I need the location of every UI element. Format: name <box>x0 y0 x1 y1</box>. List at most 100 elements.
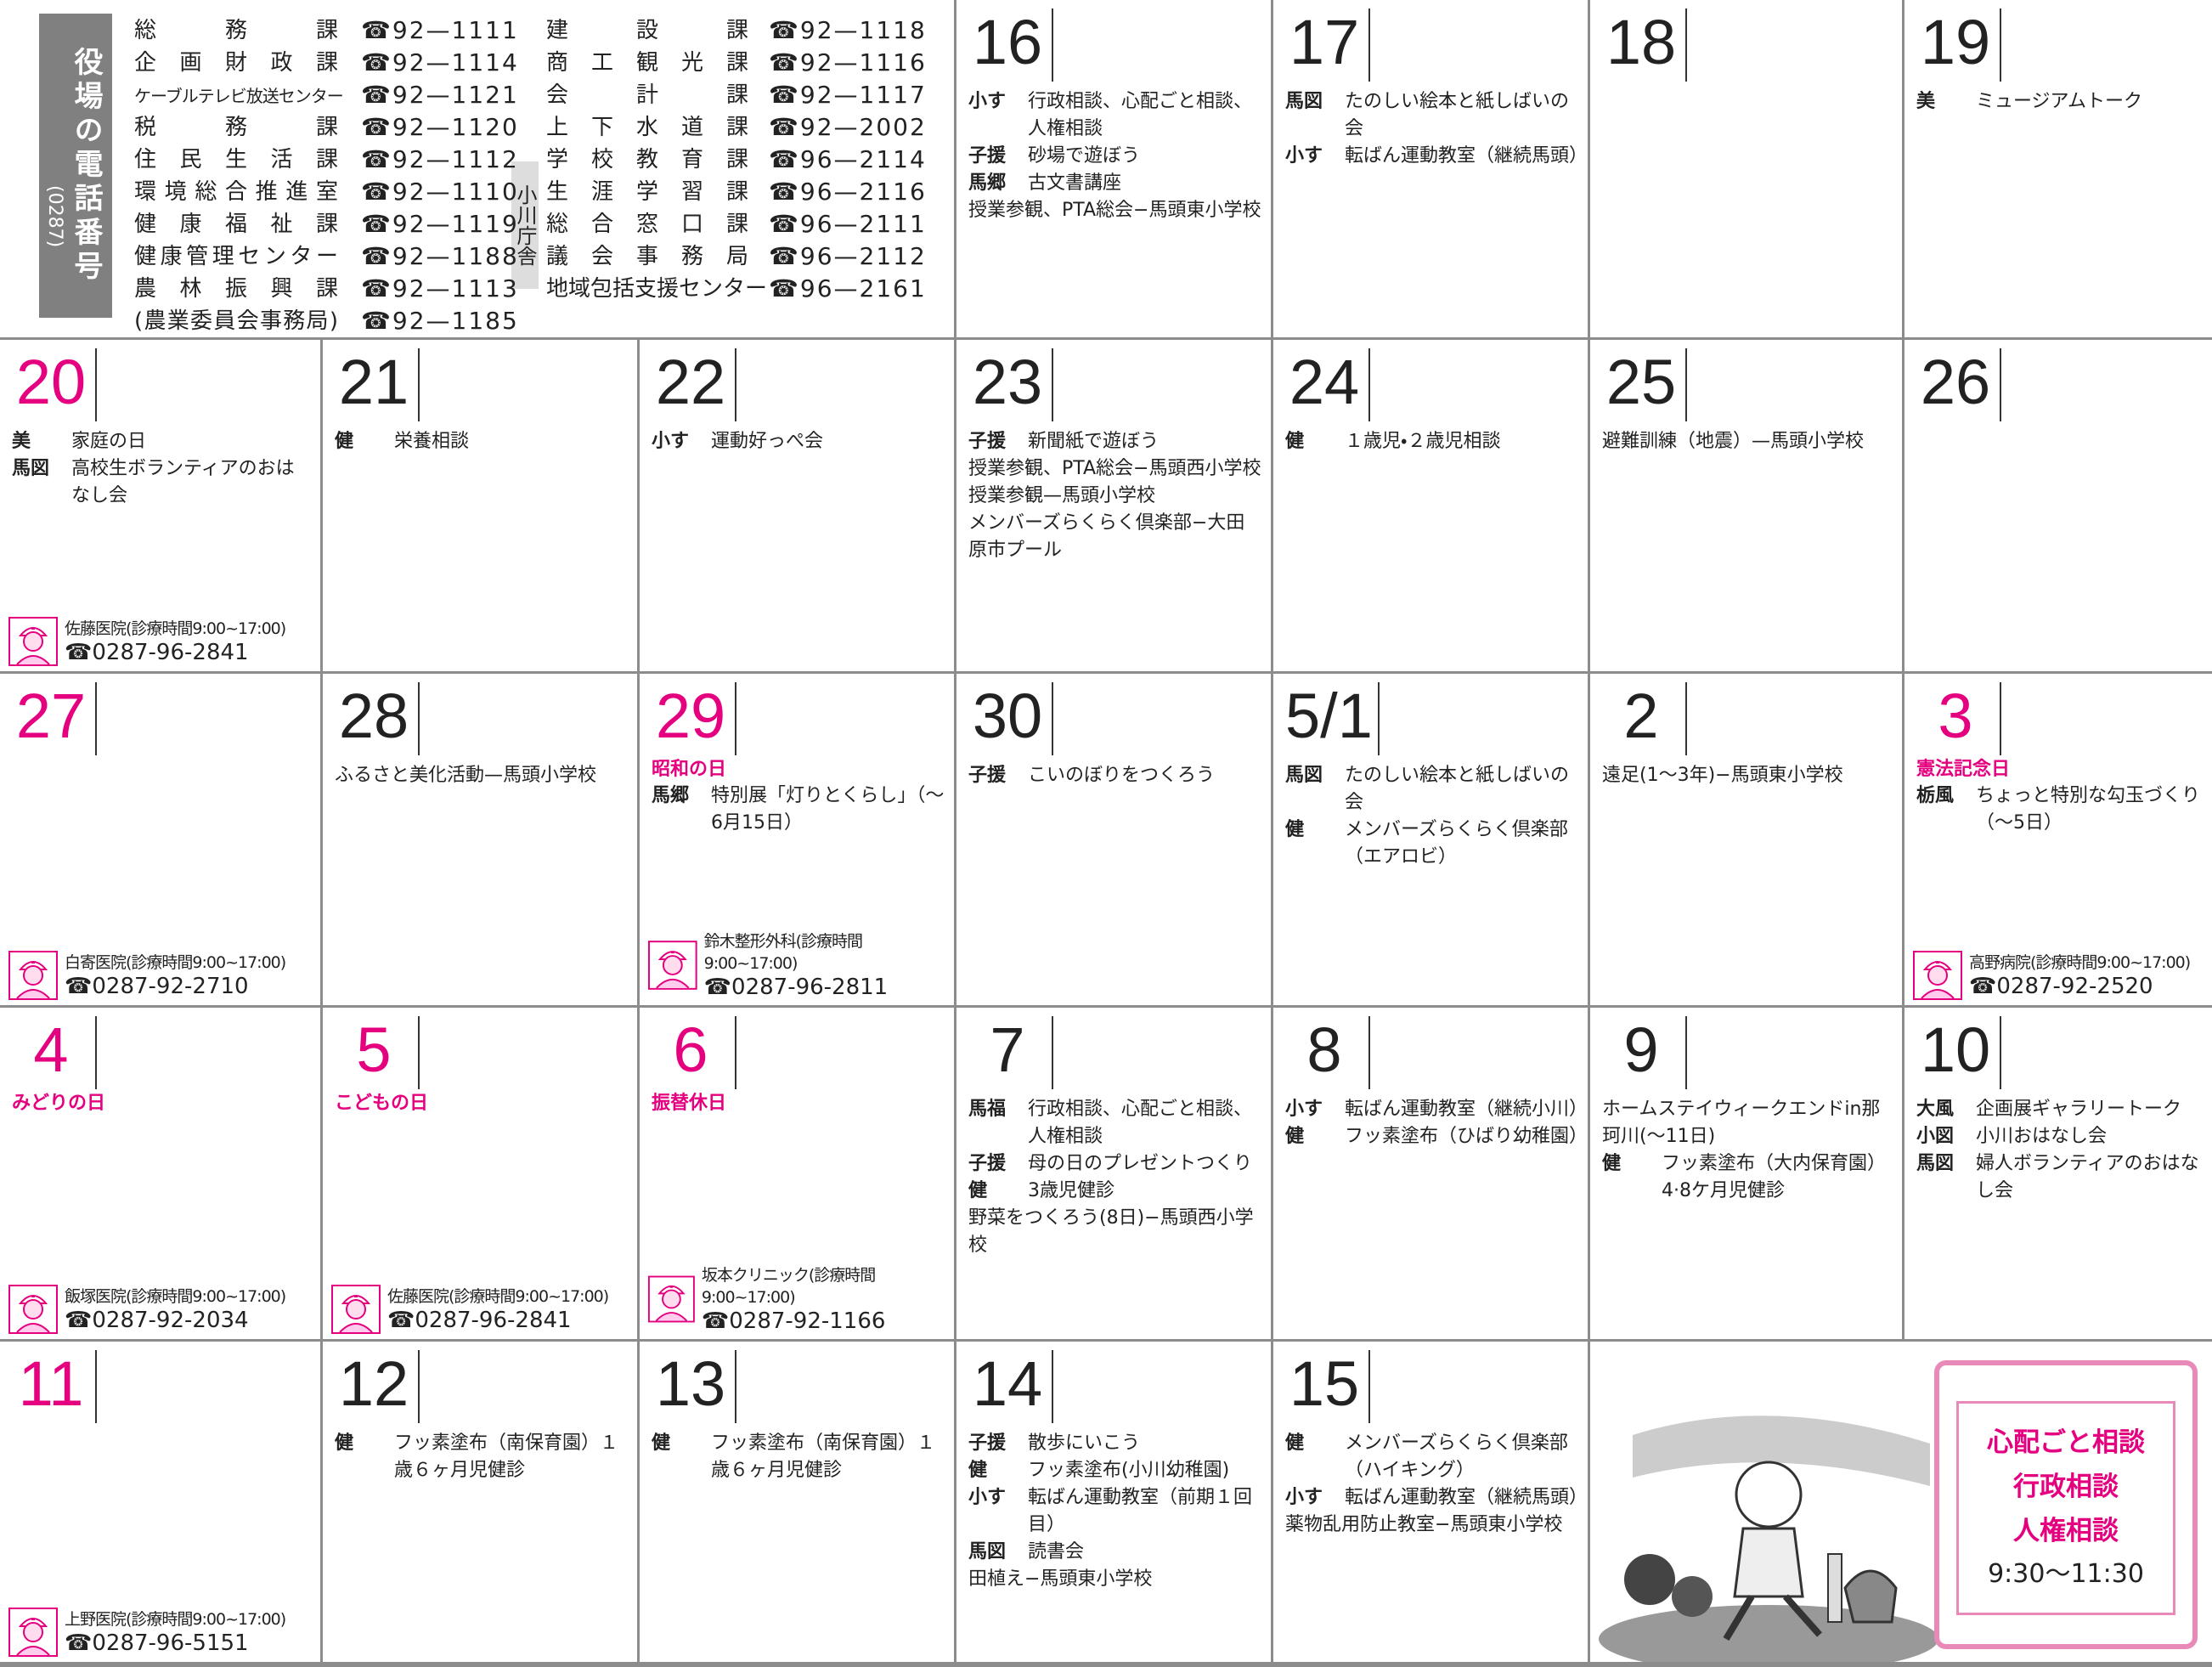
phone-row: 税務課 ☎92—1120 <box>134 112 517 143</box>
nurse-icon <box>8 1285 58 1334</box>
date-number: 11 <box>12 1350 97 1423</box>
event-text: 婦人ボランティアのおはなし会 <box>1976 1153 2199 1201</box>
event-text: 母の日のプレゼントつくり <box>1028 1153 1253 1174</box>
event: 健 栄養相談 <box>335 428 629 455</box>
notice-box: 心配ごと相談 行政相談 人権相談 9:30〜11:30 <box>1934 1360 2198 1649</box>
clinic-name: 上野医院(診療時間9:00~17:00) <box>65 1610 286 1629</box>
day-cell: 3 憲法記念日 栃風 ちょっと特別な勾玉づくり（〜5日） 高野病院(診療時間9:00~1… <box>1904 674 2212 1005</box>
phone-number: ☎92—1188 <box>361 242 519 270</box>
event: 馬図 読書会 <box>968 1539 1262 1566</box>
date-number: 27 <box>12 682 97 755</box>
event-text: ミュージアムトーク <box>1976 91 2143 112</box>
nurse-icon <box>648 1275 695 1323</box>
day-cell: 18 <box>1590 0 1902 337</box>
event-text: １歳児・２歳児相談 <box>1345 431 1501 452</box>
event-text: 遠足(1〜3年)−馬頭東小学校 <box>1602 765 1843 786</box>
date-number: 30 <box>968 682 1053 755</box>
day-cell: 26 <box>1904 340 2212 671</box>
event: 馬図 高校生ボランティアのおはなし会 <box>12 455 312 510</box>
event: 小す 行政相談、心配ごと相談、人権相談 <box>968 88 1262 143</box>
department-name: 上下水道課 <box>546 115 748 140</box>
day-cell: 25 避難訓練（地震）—馬頭小学校 <box>1590 340 1902 671</box>
event: 馬郷 特別展「灯りとくらし」（〜6月15日） <box>652 783 945 837</box>
event: 野菜をつくろう(8日)−馬頭西小学校 <box>968 1205 1262 1259</box>
notice-item: 行政相談 <box>2013 1472 2119 1502</box>
day-cell: 9 ホームステイウィークエンドin那珂川(〜11日) 健 フッ素塗布（大内保育園）4·… <box>1590 1008 1902 1339</box>
event-tag: 健 <box>1285 1432 1305 1454</box>
date-number: 12 <box>335 1350 420 1423</box>
date-number: 25 <box>1602 348 1687 421</box>
event-tag: 子援 <box>968 431 1007 452</box>
event-text: 散歩にいこう <box>1028 1432 1141 1454</box>
phone-number: ☎92—1121 <box>361 81 519 109</box>
event: 小す 転ばん運動教室（継続馬頭） <box>1285 143 1588 170</box>
day-cell: 24 健 １歳児・２歳児相談 <box>1273 340 1588 671</box>
event-text: フッ素塗布（大内保育園）4·8ケ月児健診 <box>1662 1153 1887 1201</box>
phone-row: ケーブルテレビ放送センター ☎92—1121 <box>134 80 517 111</box>
phone-number: ☎92—2002 <box>769 113 927 141</box>
date-number: 17 <box>1285 8 1370 82</box>
nurse-icon <box>331 1285 381 1334</box>
date-number: 24 <box>1285 348 1370 421</box>
event-text: 授業参観、PTA総会−馬頭西小学校 <box>968 458 1261 479</box>
day-cell: 4 みどりの日 飯塚医院(診療時間9:00~17:00) ☎0287-92-2034 <box>0 1008 320 1339</box>
event-text: 転ばん運動教室（継続小川） <box>1345 1099 1588 1120</box>
date-number: 23 <box>968 348 1053 421</box>
holiday-name: みどりの日 <box>12 1093 106 1114</box>
date-number: 10 <box>1916 1016 2001 1089</box>
day-cell: 22 小す 運動好っぺ会 <box>640 340 954 671</box>
department-name: 議会事務局 <box>546 244 748 269</box>
date-number: 9 <box>1602 1016 1687 1089</box>
phone-number: ☎96—2114 <box>769 145 927 173</box>
phone-number: ☎96—2116 <box>769 178 927 206</box>
directory-label: 役場の電話番号 (0287) <box>39 14 112 318</box>
event-text: たのしい絵本と紙しばいの会 <box>1345 91 1570 139</box>
event-text: 避難訓練（地震）—馬頭小学校 <box>1602 431 1865 452</box>
day-cell: 19 美 ミュージアムトーク <box>1904 0 2212 337</box>
event-text: 転ばん運動教室（前期１回目） <box>1028 1487 1253 1535</box>
department-name: 環境総合推進室 <box>134 179 338 205</box>
phone-row: 農林振興課 ☎92—1113 <box>134 274 517 304</box>
phone-row: 建設課 ☎92—1118 <box>546 15 925 46</box>
clinic-name: 坂本クリニック(診療時間9:00~17:00) <box>701 1266 876 1307</box>
date-number: 5/1 <box>1285 682 1380 755</box>
clinic-tel: ☎0287-96-5151 <box>65 1630 249 1656</box>
date-number: 15 <box>1285 1350 1370 1423</box>
event: メンバーズらくらく倶楽部−大田原市プール <box>968 510 1262 564</box>
phone-number: ☎96—2112 <box>769 242 927 270</box>
illustration <box>1599 1416 1938 1662</box>
clinic-tel: ☎0287-92-2034 <box>65 1308 249 1333</box>
event-text: 行政相談、心配ごと相談、人権相談 <box>1028 1099 1253 1147</box>
clinic-info: 上野医院(診療時間9:00~17:00) ☎0287-96-5151 <box>65 1608 286 1656</box>
event-text: 3歳児健診 <box>1028 1180 1114 1201</box>
event-text: ちょっと特別な勾玉づくり（〜5日） <box>1976 785 2201 834</box>
event: 授業参観、PTA総会−馬頭東小学校 <box>968 197 1262 224</box>
day-cell: 15 健 メンバーズらくらく倶楽部（ハイキング） 小す 転ばん運動教室（継続馬頭） 薬物乱… <box>1273 1342 1588 1662</box>
phone-number: ☎92—1112 <box>361 145 519 173</box>
event: 馬図 たのしい絵本と紙しばいの会 <box>1285 762 1579 817</box>
phone-row: 議会事務局 ☎96—2112 <box>546 241 925 272</box>
clinic: 高野病院(診療時間9:00~17:00) ☎0287-92-2520 <box>1913 951 2191 1000</box>
clinic-info: 飯塚医院(診療時間9:00~17:00) ☎0287-92-2034 <box>65 1286 286 1333</box>
clinic-tel: ☎0287-96-2841 <box>65 640 249 665</box>
event: 栃風 ちょっと特別な勾玉づくり（〜5日） <box>1916 783 2209 837</box>
phone-number: ☎92—1117 <box>769 81 927 109</box>
event: 健 フッ素塗布（大内保育園）4·8ケ月児健診 <box>1602 1150 1893 1205</box>
event-text: フッ素塗布（南保育園）１歳６ヶ月児健診 <box>394 1432 619 1481</box>
event: 小す 運動好っぺ会 <box>652 428 945 455</box>
nurse-icon <box>8 951 58 1000</box>
event-text: 特別展「灯りとくらし」（〜6月15日） <box>711 785 945 834</box>
event-text: たのしい絵本と紙しばいの会 <box>1345 765 1570 813</box>
event-text: メンバーズらくらく倶楽部（エアロビ） <box>1345 819 1568 867</box>
event-text: 企画展ギャラリートーク <box>1976 1099 2182 1120</box>
event-tag: 健 <box>652 1432 671 1454</box>
department-name: 地域包括支援センター <box>546 276 768 302</box>
event: 薬物乱用防止教室−馬頭東小学校 <box>1285 1512 1579 1539</box>
date-number: 18 <box>1602 8 1687 82</box>
notice-time: 9:30〜11:30 <box>1988 1559 2144 1589</box>
date-number: 14 <box>968 1350 1053 1423</box>
event-text: 田植え−馬頭東小学校 <box>968 1568 1153 1590</box>
nurse-icon <box>8 1608 58 1657</box>
clinic-info: 佐藤医院(診療時間9:00~17:00) ☎0287-96-2841 <box>387 1286 609 1333</box>
